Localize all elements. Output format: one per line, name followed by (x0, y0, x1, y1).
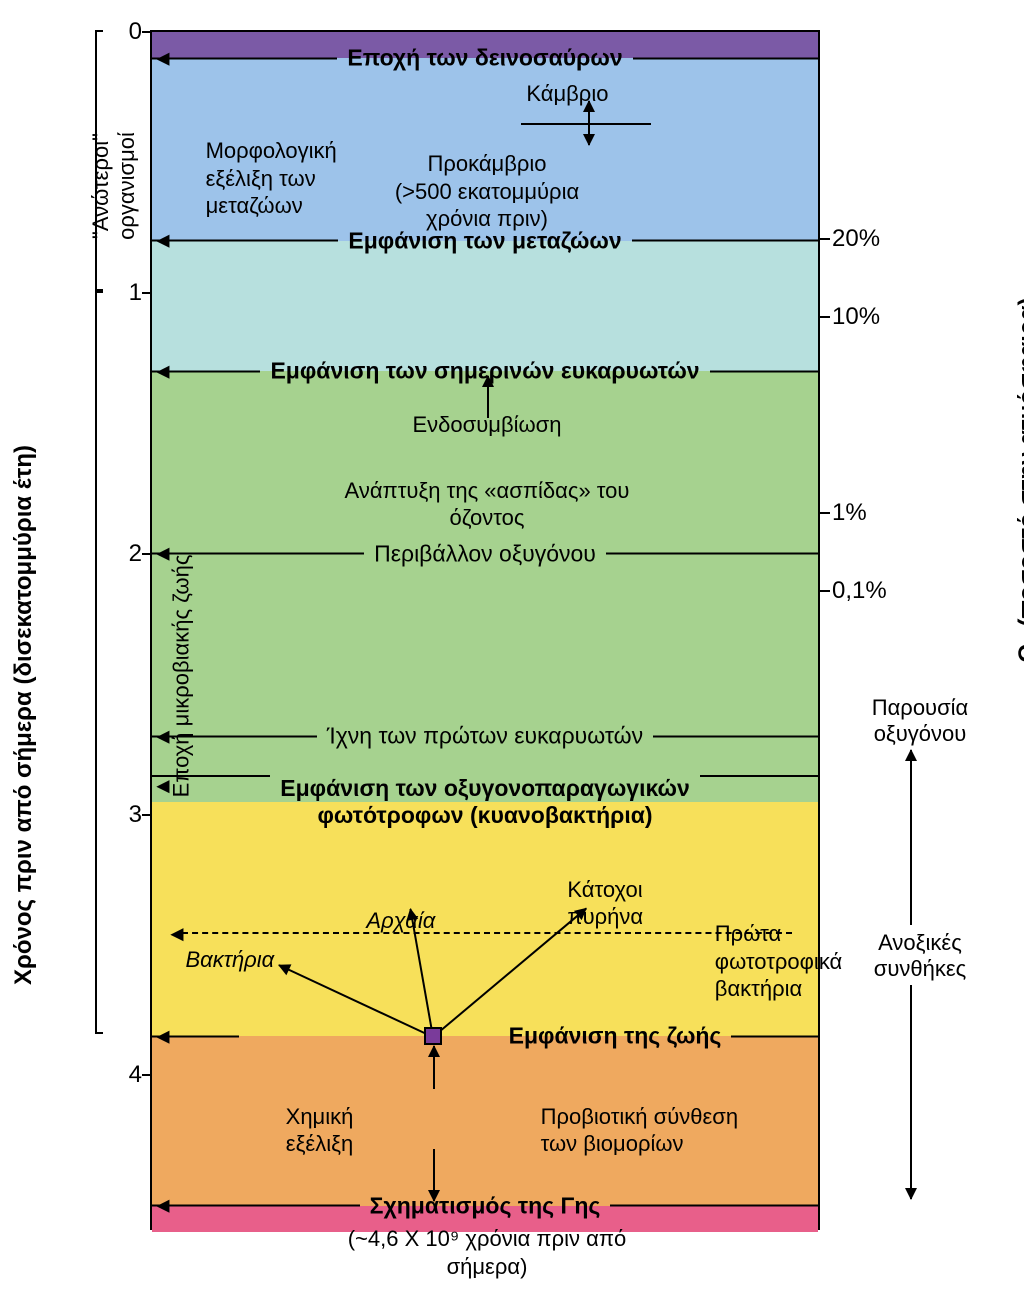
event-line: ◄ Εποχή των δεινοσαύρων (152, 45, 818, 72)
y-axis-right-label: O₂ (ποσοστό στην ατμόσφαιρα) (1014, 297, 1024, 662)
axis-tick-label: 1 (112, 279, 142, 307)
rule-line (710, 370, 818, 372)
event-label: Εποχή των δεινοσαύρων (337, 45, 632, 72)
annotation-text: Κάτοχοιπυρήνα (567, 876, 643, 931)
rule-line (632, 240, 818, 242)
left-bracket (95, 291, 103, 1034)
rule-line (152, 57, 337, 59)
timeline-chart: 01234◄Εποχή των δεινοσαύρων◄Εμφάνιση των… (150, 30, 820, 1230)
arrow-up-icon (433, 1046, 435, 1088)
rule-line (152, 240, 338, 242)
o2-tick (820, 238, 830, 240)
cambrian-divider (521, 123, 651, 125)
axis-tick-label: 0 (112, 18, 142, 46)
rule-line (610, 1205, 818, 1207)
arrow-down-icon (910, 985, 912, 1199)
axis-tick (142, 292, 152, 294)
left-bracket-label: Εποχή μικροβιακής ζωής (168, 554, 194, 797)
rule-line (606, 553, 818, 555)
event-line: ◄ Σχηματισμός της Γης (152, 1192, 818, 1219)
o2-tick (820, 512, 830, 514)
event-line: ◄Περιβάλλον οξυγόνου (152, 540, 818, 567)
axis-tick (142, 31, 152, 33)
arrow-up-icon (588, 101, 590, 123)
rule-line (653, 735, 818, 737)
o2-tick (820, 316, 830, 318)
annotation-text: Μορφολογικήεξέλιξη τωνμεταζώων (206, 137, 337, 220)
annotation-text: Κάμβριο (526, 80, 608, 108)
event-line: ◄Εμφάνιση των οξυγονοπαραγωγικώνφωτότροφ… (152, 775, 818, 829)
arrow-left-icon: ◄ (152, 1025, 174, 1047)
axis-tick (142, 1074, 152, 1076)
event-label: Εμφάνιση της ζωής (499, 1023, 732, 1050)
rule-line (152, 1205, 360, 1207)
arrow-left-icon: ◄ (152, 1195, 174, 1217)
event-label: Ίχνη των πρώτων ευκαρυωτών (317, 723, 653, 750)
left-bracket-label: "Ανώτεροι"οργανισμοί (88, 133, 140, 241)
axis-tick-label: 4 (112, 1061, 142, 1089)
arrow-left-icon: ◄ (152, 360, 174, 382)
annotation-text: Προκάμβριο(>500 εκατομμύριαχρόνια πριν) (395, 150, 579, 233)
o2-tick-label: 0,1% (832, 577, 1024, 605)
annotation-text: Βακτήρια (186, 946, 275, 974)
annotation-text: Ανάπτυξη της «ασπίδας» του όζοντος (322, 477, 653, 532)
axis-tick-label: 3 (112, 801, 142, 829)
y-axis-left-label: Χρόνος πριν από σήμερα (δισεκατομμύρια έ… (10, 445, 38, 985)
arrow-down-icon (433, 1149, 435, 1201)
rule-line (731, 1035, 818, 1037)
axis-tick (142, 814, 152, 816)
annotation-text: (~4,6 X 10⁹ χρόνια πριν από σήμερα) (322, 1225, 653, 1280)
annotation-text: Χημικήεξέλιξη (286, 1103, 354, 1158)
o2-tick-label: 20% (832, 225, 1024, 253)
event-line: ◄ Εμφάνιση της ζωής (152, 1023, 818, 1050)
event-line: ◄Ίχνη των πρώτων ευκαρυωτών (152, 723, 818, 750)
arrow-down-icon (588, 123, 590, 145)
event-label: Εμφάνιση των οξυγονοπαραγωγικώνφωτότροφω… (270, 775, 699, 829)
origin-node (424, 1027, 442, 1045)
event-label: Σχηματισμός της Γης (360, 1192, 611, 1219)
annotation-text: Προβιοτική σύνθεσητων βιομορίων (541, 1103, 739, 1158)
arrow-left-icon: ◄ (166, 921, 188, 947)
o2-tick-label: 10% (832, 303, 1024, 331)
o2-tick (820, 590, 830, 592)
o2-region-label: Παρουσίαοξυγόνου (835, 695, 1005, 747)
o2-region-label: Ανοξικέςσυνθήκες (835, 930, 1005, 982)
o2-tick-label: 1% (832, 499, 1024, 527)
event-label: Περιβάλλον οξυγόνου (364, 540, 606, 567)
arrow-up-icon (910, 750, 912, 925)
rule-line (633, 57, 818, 59)
annotation-text: Αρχαία (366, 907, 435, 935)
arrow-left-icon: ◄ (152, 230, 174, 252)
axis-tick-label: 2 (112, 540, 142, 568)
rule-line (700, 775, 818, 777)
axis-tick (142, 553, 152, 555)
color-band (152, 241, 818, 371)
arrow-left-icon: ◄ (152, 47, 174, 69)
dashed-line (182, 932, 792, 934)
arrow-up-icon (487, 376, 489, 418)
